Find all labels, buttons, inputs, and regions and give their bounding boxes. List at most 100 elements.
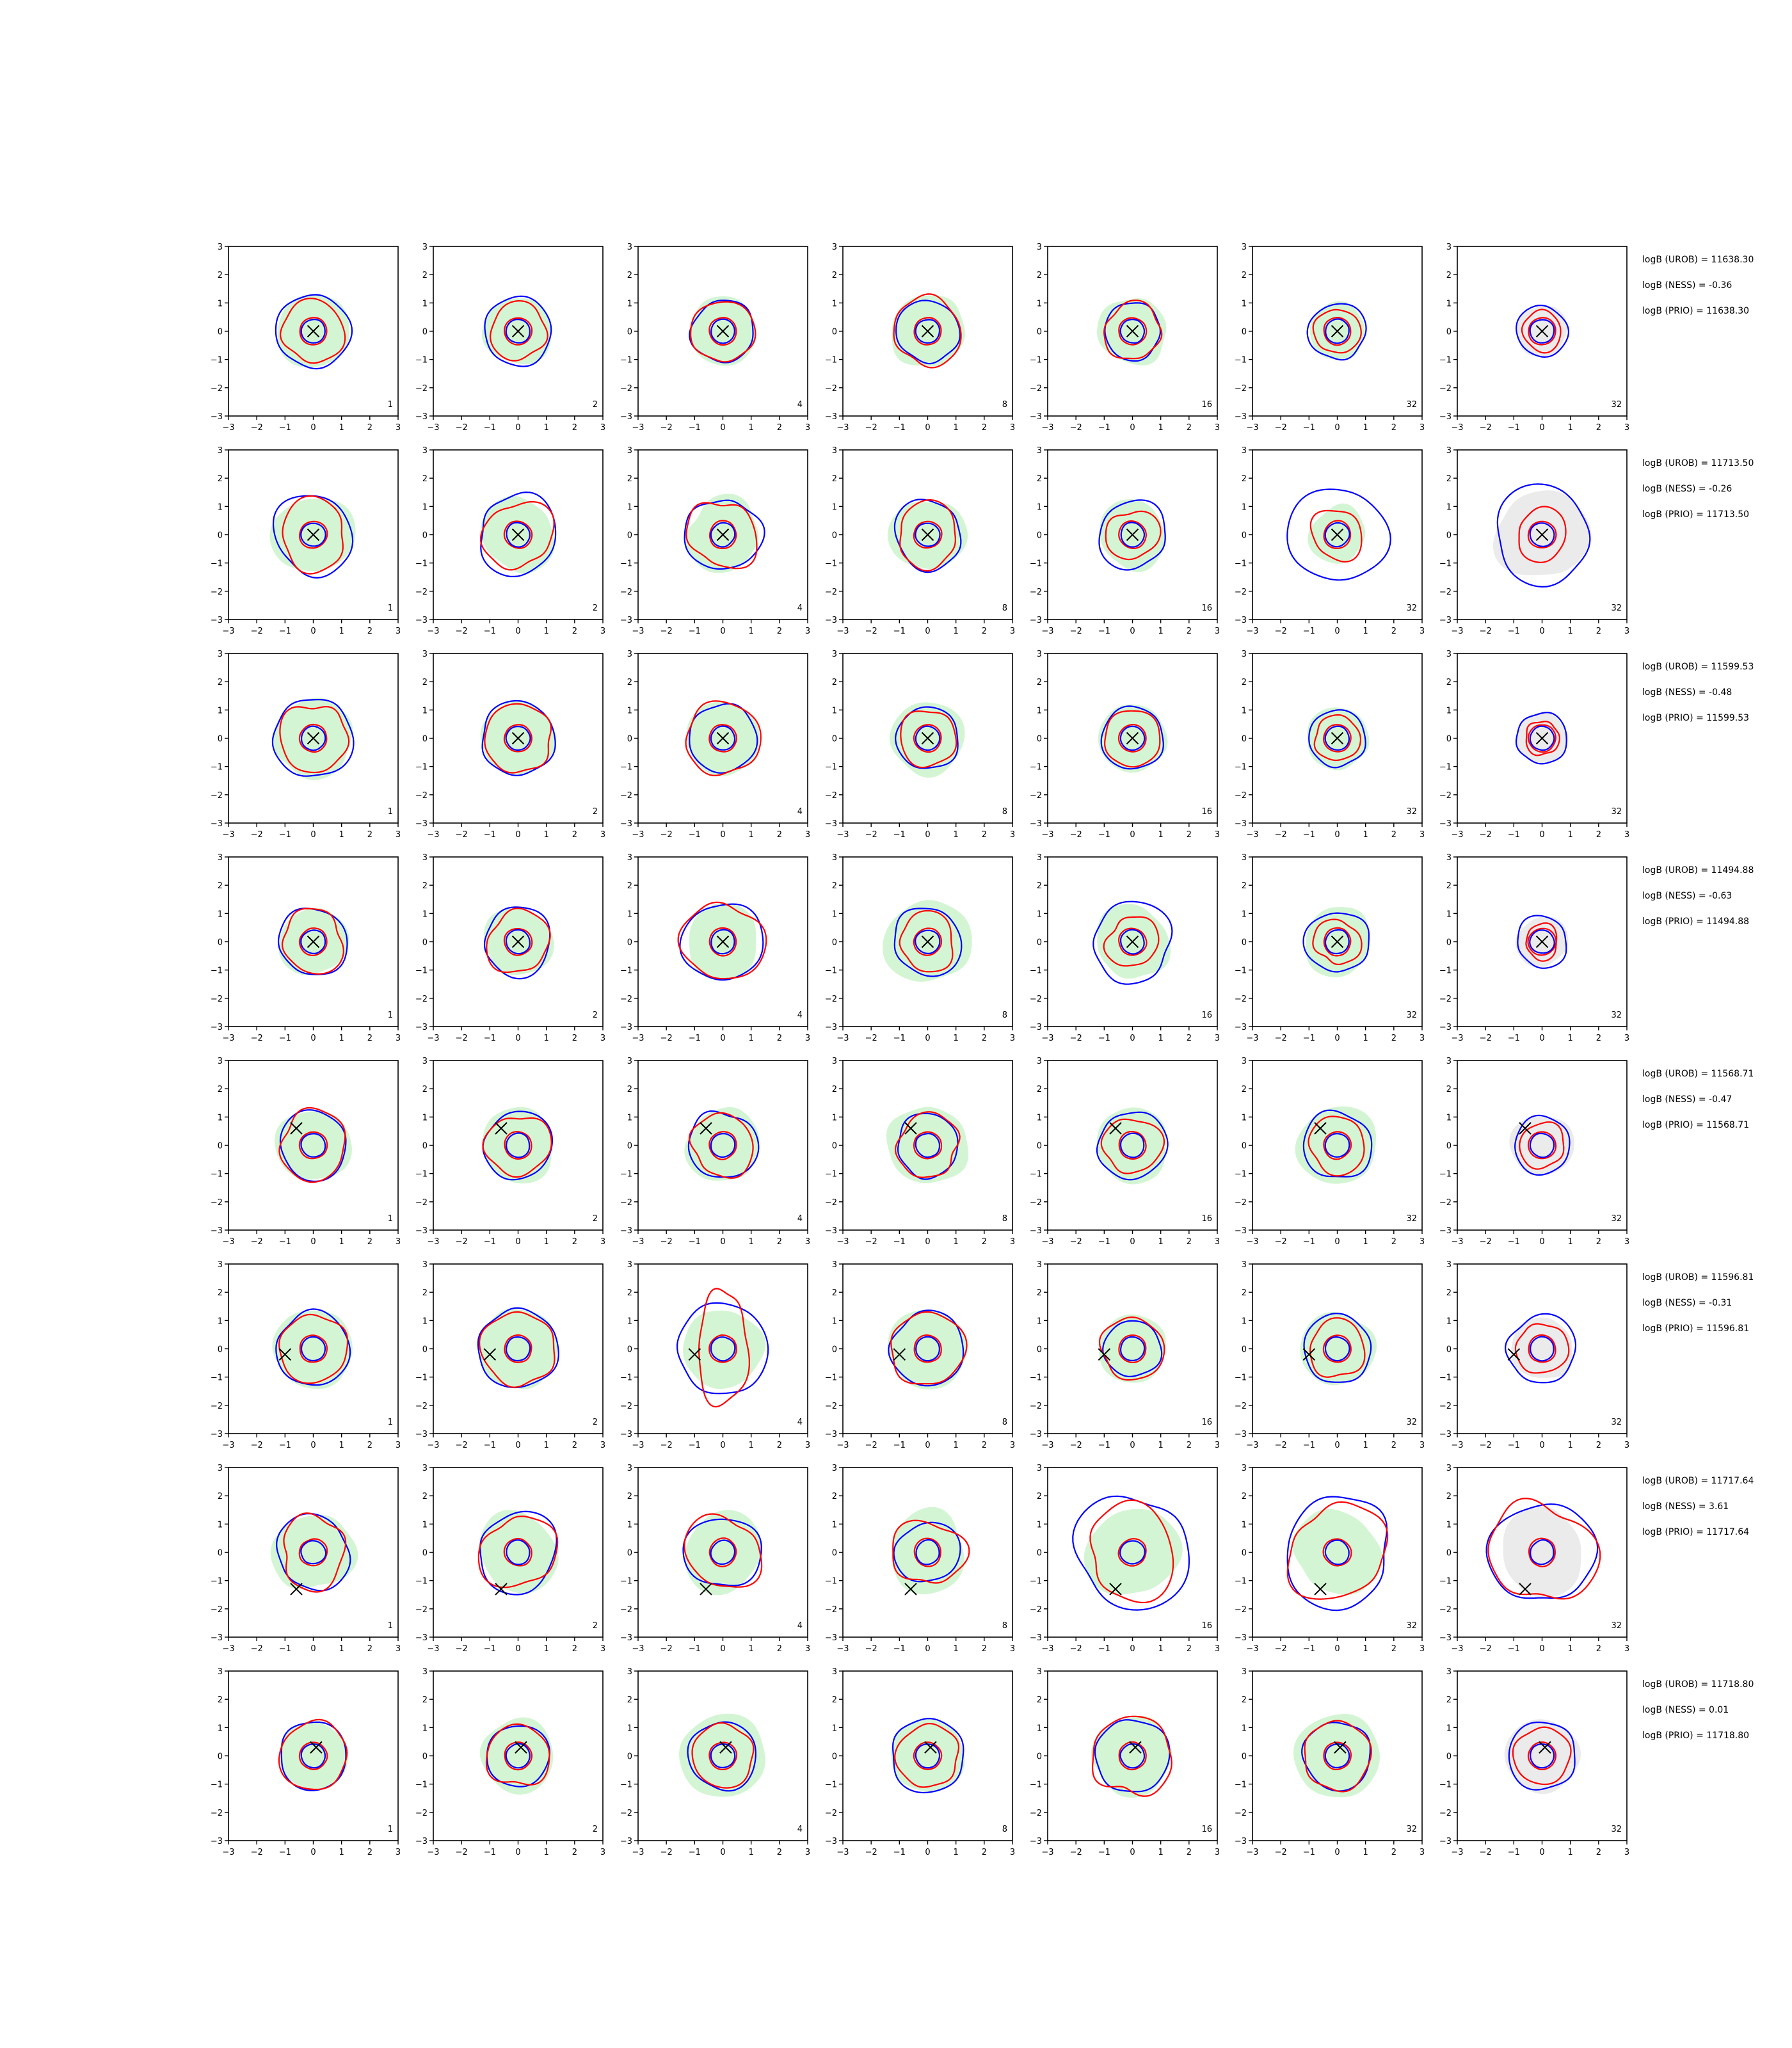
x-tick-label: −3: [1041, 627, 1053, 636]
y-tick-label: 2: [1037, 1492, 1042, 1501]
x-marker: [307, 935, 320, 948]
x-tick-label: −1: [689, 1441, 701, 1450]
y-tick-label: 1: [1446, 909, 1452, 919]
blue-inner-contour: [300, 1336, 326, 1362]
x-tick-label: 0: [1334, 627, 1340, 636]
x-marker: [1535, 528, 1549, 541]
x-tick-label: 3: [600, 1237, 605, 1247]
red-inner-contour: [1528, 1334, 1556, 1363]
y-tick-label: 0: [1446, 1549, 1452, 1558]
x-tick-label: 1: [1363, 423, 1368, 433]
y-tick-label: 0: [832, 938, 837, 948]
panel-r7-c7: −3−3 −2 −2 −1 −1 0 0 1 1 2 2 3 3 32: [1439, 1464, 1629, 1654]
x-tick-label: 1: [1568, 1441, 1573, 1450]
blue-inner-contour: [1120, 1132, 1145, 1158]
red-inner-contour: [503, 724, 533, 753]
blue-outer-contour: [1514, 1114, 1571, 1176]
y-tick-label: −2: [1235, 588, 1247, 597]
blue-outer-contour: [895, 300, 961, 365]
y-tick-label: −2: [1030, 791, 1042, 801]
x-tick-label: 2: [572, 423, 577, 433]
y-tick-label: −2: [415, 384, 428, 394]
y-tick-label: 3: [627, 1057, 632, 1066]
x-tick-label: −1: [689, 1644, 701, 1654]
panel-r1-c5: −3−3 −2 −2 −1 −1 0 0 1 1 2 2 3 3 16: [1030, 243, 1220, 433]
blue-outer-contour: [1504, 1313, 1577, 1384]
red-inner-contour: [1118, 1334, 1147, 1364]
red-outer-contour: [278, 1107, 346, 1183]
x-marker: [307, 732, 320, 745]
y-tick-label: −1: [825, 763, 837, 772]
x-tick-label: 0: [720, 1441, 725, 1450]
x-tick-label: 0: [925, 1644, 930, 1654]
x-tick-label: −3: [632, 1441, 644, 1450]
y-tick-label: −2: [415, 1402, 428, 1411]
x-tick-label: 3: [396, 1034, 401, 1043]
y-tick-label: −2: [1030, 995, 1042, 1004]
y-tick-label: 0: [1242, 531, 1247, 541]
y-tick-label: −3: [211, 1430, 223, 1439]
red-outer-contour: [1100, 1118, 1165, 1174]
x-tick-label: −1: [1098, 1441, 1110, 1450]
panel-label: 4: [797, 1621, 803, 1631]
x-marker: [307, 324, 320, 338]
y-tick-label: −2: [1030, 1809, 1042, 1818]
blue-outer-contour: [1302, 1109, 1373, 1178]
y-tick-label: 1: [832, 1316, 837, 1326]
blue-inner-contour: [1529, 319, 1555, 344]
x-marker: [1109, 1122, 1122, 1135]
x-tick-label: −2: [1275, 1237, 1287, 1247]
y-tick-label: −3: [1030, 1226, 1042, 1236]
y-tick-label: 0: [422, 328, 428, 337]
panel-r8-c4: −3 −3 −2 −2 −1 −1 0 0 1 1 2 2 3 3 8: [825, 1667, 1015, 1857]
y-tick-label: 0: [1037, 735, 1042, 744]
blue-outer-contour: [893, 908, 963, 977]
panel-label: 8: [1002, 1214, 1007, 1224]
panel-r6-c3: −3−3 −2 −2 −1 −1 0 0 1 1 2 2 3 3 4: [620, 1260, 810, 1450]
green-density-fill: [1292, 1508, 1382, 1596]
red-inner-contour: [504, 317, 533, 346]
x-tick-label: 3: [805, 1848, 810, 1857]
y-tick-label: −3: [1235, 819, 1247, 829]
y-tick-label: −2: [825, 1198, 837, 1208]
x-tick-label: −1: [1508, 423, 1520, 433]
panel-r3-c2: −3−3 −2 −2 −1 −1 0 0 1 1 2 2 3 3 2: [415, 650, 605, 840]
x-tick-label: −3: [1041, 1644, 1053, 1654]
y-tick-label: 1: [1037, 1113, 1042, 1123]
y-tick-label: 3: [422, 1057, 428, 1066]
y-tick-label: 1: [218, 706, 223, 716]
blue-inner-contour: [505, 929, 531, 955]
x-tick-label: −3: [836, 423, 849, 433]
x-tick-label: 3: [805, 1644, 810, 1654]
x-tick-label: −2: [456, 1848, 468, 1857]
blue-inner-contour: [1324, 1336, 1350, 1362]
x-tick-label: −1: [689, 1034, 701, 1043]
blue-outer-contour: [1496, 483, 1591, 588]
x-tick-label: 0: [310, 1034, 316, 1043]
red-outer-contour: [1103, 916, 1160, 967]
x-tick-label: 0: [310, 1237, 316, 1247]
x-tick-label: 0: [515, 1848, 520, 1857]
x-tick-label: 3: [1010, 1644, 1015, 1654]
red-outer-contour: [1103, 300, 1163, 360]
x-tick-label: −2: [865, 830, 877, 840]
panel-label: 32: [1406, 1418, 1417, 1427]
y-tick-label: −1: [1439, 1170, 1452, 1180]
x-tick-label: 2: [777, 1644, 782, 1654]
red-outer-contour: [1105, 510, 1162, 561]
y-tick-label: −2: [1439, 791, 1452, 801]
y-tick-label: 1: [1242, 706, 1247, 716]
x-tick-label: 3: [1215, 1644, 1220, 1654]
y-tick-label: 2: [1037, 1695, 1042, 1705]
x-marker: [1535, 935, 1549, 948]
y-tick-label: −2: [211, 791, 223, 801]
y-tick-label: 2: [218, 1492, 223, 1501]
blue-outer-contour: [1072, 1495, 1190, 1611]
blue-outer-contour: [689, 300, 754, 364]
blue-outer-contour: [682, 1518, 762, 1587]
x-tick-label: 1: [1568, 423, 1573, 433]
red-inner-contour: [913, 724, 942, 753]
y-tick-label: 3: [1037, 650, 1042, 659]
x-tick-label: 0: [515, 1644, 520, 1654]
blue-outer-contour: [479, 1510, 557, 1596]
